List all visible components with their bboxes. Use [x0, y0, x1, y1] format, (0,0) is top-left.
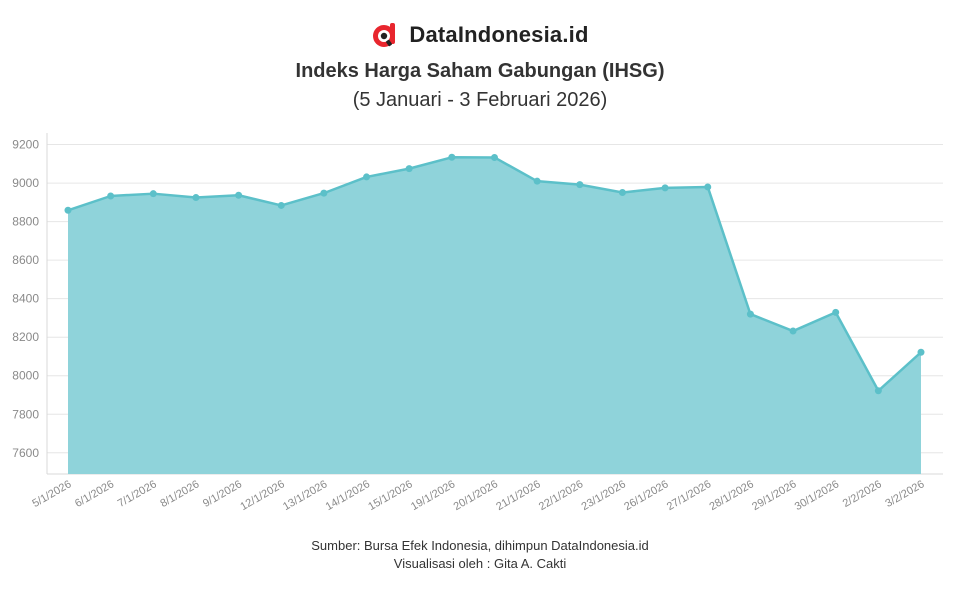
y-tick-label: 8000 — [12, 369, 39, 383]
x-tick-label: 2/2/2026 — [841, 478, 884, 510]
data-point — [448, 153, 456, 161]
data-point — [491, 153, 498, 161]
data-point — [661, 184, 669, 192]
data-point — [363, 173, 371, 181]
data-point — [789, 327, 797, 335]
data-point — [832, 308, 840, 316]
x-tick-label: 8/1/2026 — [158, 478, 201, 510]
data-point — [618, 189, 626, 197]
data-point — [704, 183, 712, 191]
x-tick-label: 6/1/2026 — [73, 478, 116, 510]
data-point — [746, 310, 754, 318]
ihsg-area-chart: 7600 7800 8000 8200 8400 8600 8800 9000 9200 5/1/… — [12, 133, 943, 513]
x-tick-label: 26/1/2026 — [622, 478, 670, 513]
x-tick-label: 7/1/2026 — [116, 478, 159, 510]
x-tick-label: 23/1/2026 — [580, 478, 628, 513]
y-tick-label: 8200 — [12, 330, 39, 344]
y-tick-label: 9000 — [12, 176, 39, 190]
y-tick-label: 8800 — [12, 215, 39, 229]
data-point — [874, 387, 882, 395]
x-tick-label: 3/2/2026 — [883, 478, 926, 510]
x-tick-label: 19/1/2026 — [409, 478, 457, 513]
data-point — [277, 201, 285, 209]
x-tick-label: 5/1/2026 — [30, 478, 73, 510]
brand-name: DataIndonesia.id — [409, 22, 589, 47]
x-tick-label: 12/1/2026 — [238, 478, 286, 513]
data-point — [320, 189, 328, 197]
data-point — [149, 190, 157, 198]
data-point — [917, 348, 925, 356]
dataindonesia-logo-icon — [373, 23, 396, 47]
source-note: Sumber: Bursa Efek Indonesia, dihimpun D… — [311, 538, 649, 553]
data-point — [64, 206, 72, 214]
x-tick-label: 15/1/2026 — [366, 478, 414, 513]
x-tick-label: 30/1/2026 — [793, 478, 841, 513]
x-tick-label: 13/1/2026 — [281, 478, 329, 513]
y-tick-label: 9200 — [12, 138, 39, 152]
data-point — [576, 181, 584, 189]
x-tick-label: 9/1/2026 — [201, 478, 244, 510]
y-tick-label: 7800 — [12, 407, 39, 421]
brand-header: DataIndonesia.id — [0, 18, 960, 52]
series-area — [68, 157, 921, 474]
credit-note: Visualisasi oleh : Gita A. Cakti — [393, 556, 567, 571]
data-point — [192, 194, 200, 202]
data-point — [235, 191, 243, 199]
data-point — [107, 192, 115, 200]
x-tick-label: 21/1/2026 — [494, 478, 542, 513]
chart-subtitle: (5 Januari - 3 Februari 2026) — [352, 89, 608, 111]
y-tick-label: 8400 — [12, 292, 39, 306]
data-point — [405, 165, 413, 173]
y-tick-label: 7600 — [12, 446, 39, 460]
data-point — [533, 177, 541, 185]
x-tick-label: 28/1/2026 — [708, 478, 756, 513]
x-tick-label: 27/1/2026 — [665, 478, 713, 513]
y-tick-label: 8600 — [12, 253, 39, 267]
x-tick-label: 20/1/2026 — [452, 478, 500, 513]
x-tick-label: 14/1/2026 — [324, 478, 372, 513]
x-tick-label: 22/1/2026 — [537, 478, 585, 513]
x-tick-label: 29/1/2026 — [750, 478, 798, 513]
chart-title: Indeks Harga Saham Gabungan (IHSG) — [295, 60, 665, 82]
